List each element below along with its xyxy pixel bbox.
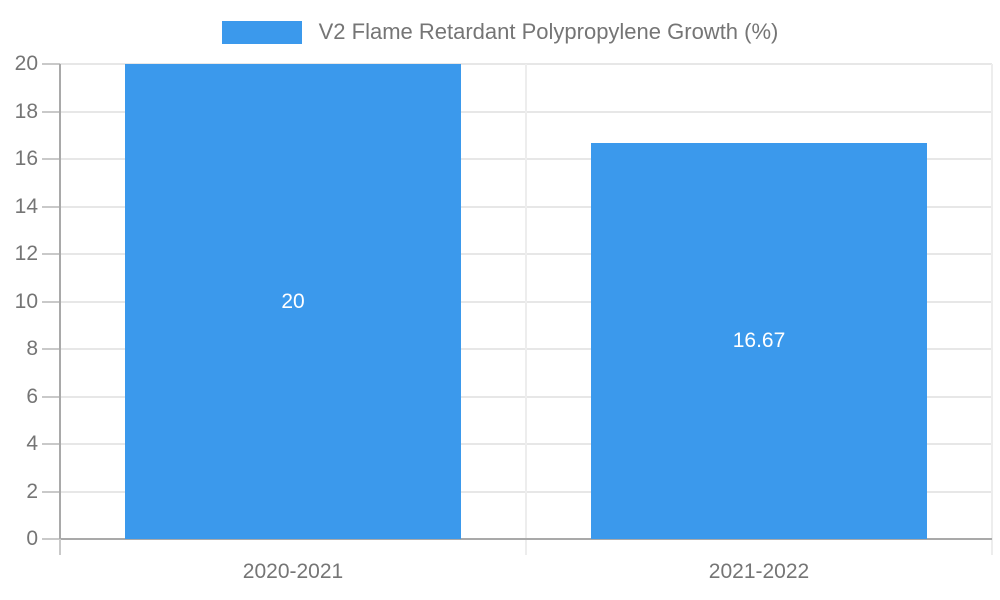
x-axis-category-label: 2020-2021 [242,560,344,583]
bar [591,143,927,539]
y-tick [42,205,60,208]
legend-label: V2 Flame Retardant Polypropylene Growth … [318,19,779,44]
y-axis-tick-label: 2 [26,479,38,503]
y-axis-bottom-tick [59,539,61,555]
bar-value-label: 16.67 [732,329,786,352]
y-tick [42,63,60,65]
y-axis-tick-label: 14 [14,194,38,218]
y-axis-tick-label: 6 [26,384,38,408]
y-axis-tick-label: 18 [14,99,38,123]
x-axis-category-label: 2021-2022 [708,560,810,583]
y-axis-tick-label: 12 [14,242,38,265]
y-tick [42,348,60,350]
y-axis-tick-label: 4 [26,432,38,455]
y-tick [42,490,60,493]
y-axis-tick-label: 10 [14,289,38,313]
bar [125,64,461,539]
plot-right-border [991,64,993,555]
y-tick [42,538,60,540]
y-axis-tick-label: 16 [14,147,38,170]
y-tick [42,443,60,445]
y-tick [42,395,60,398]
y-axis-tick-label: 8 [26,337,38,360]
x-axis-line [60,538,992,540]
y-tick [42,300,60,303]
y-axis-tick-label: 0 [26,527,38,550]
legend-swatch [221,20,302,44]
category-boundary-gridline [525,64,527,555]
y-tick [42,158,60,160]
y-axis-tick-label: 20 [14,52,38,75]
bar-value-label: 20 [281,290,305,313]
y-tick [42,110,60,113]
legend[interactable]: V2 Flame Retardant Polypropylene Growth … [0,20,1000,44]
y-axis-line [59,64,61,539]
y-tick [42,253,60,255]
